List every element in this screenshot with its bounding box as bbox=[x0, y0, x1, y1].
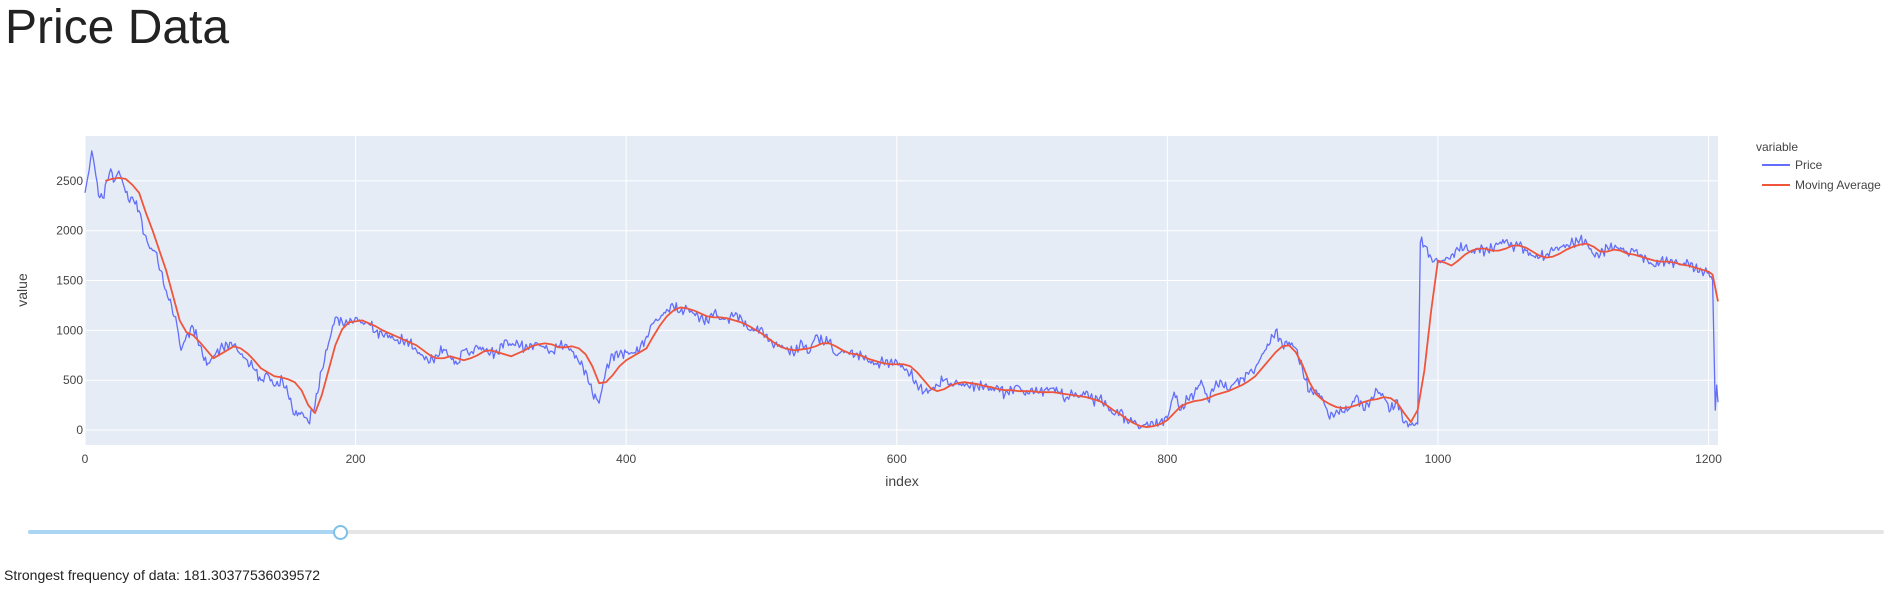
x-tick-label: 400 bbox=[616, 452, 636, 466]
slider-handle[interactable] bbox=[332, 525, 348, 540]
y-axis-ticks: 0 500 1000 1500 2000 2500 bbox=[56, 174, 83, 437]
x-axis-title: index bbox=[885, 473, 918, 489]
slider-fill bbox=[28, 530, 340, 534]
legend-label-moving-average: Moving Average bbox=[1795, 178, 1881, 192]
x-tick-label: 1000 bbox=[1425, 452, 1452, 466]
frequency-readout: Strongest frequency of data: 181.3037753… bbox=[4, 567, 320, 583]
y-tick-label: 0 bbox=[76, 423, 83, 437]
line-chart: 0 200 400 600 800 1000 1200 0 500 1000 1500 2000 25… bbox=[14, 136, 1881, 489]
x-tick-label: 800 bbox=[1157, 452, 1177, 466]
legend: variable Price Moving Average bbox=[1756, 140, 1881, 192]
page-title: Price Data bbox=[5, 1, 230, 54]
x-axis-ticks: 0 200 400 600 800 1000 1200 bbox=[82, 452, 1723, 466]
x-tick-label: 0 bbox=[82, 452, 89, 466]
y-tick-label: 500 bbox=[63, 373, 83, 387]
x-tick-label: 200 bbox=[346, 452, 366, 466]
slider-track[interactable] bbox=[28, 530, 1884, 534]
series-lines bbox=[84, 150, 1719, 430]
plot-area[interactable] bbox=[85, 136, 1718, 445]
series-line-moving-average[interactable] bbox=[105, 176, 1719, 428]
y-tick-label: 1500 bbox=[56, 274, 83, 288]
frequency-value: 181.30377536039572 bbox=[183, 567, 321, 583]
y-axis-title: value bbox=[14, 273, 30, 307]
series-line-price[interactable] bbox=[84, 150, 1719, 430]
range-slider[interactable] bbox=[28, 522, 1884, 542]
legend-label-price: Price bbox=[1795, 158, 1823, 172]
legend-item-price[interactable]: Price bbox=[1762, 158, 1823, 172]
frequency-label: Strongest frequency of data: bbox=[4, 567, 180, 583]
legend-item-moving-average[interactable]: Moving Average bbox=[1762, 178, 1881, 192]
y-tick-label: 2000 bbox=[56, 224, 83, 238]
x-tick-label: 600 bbox=[887, 452, 907, 466]
x-tick-label: 1200 bbox=[1695, 452, 1722, 466]
y-tick-label: 2500 bbox=[56, 174, 83, 188]
legend-title: variable bbox=[1756, 140, 1798, 154]
y-tick-label: 1000 bbox=[56, 323, 83, 337]
gridlines bbox=[84, 136, 1718, 445]
